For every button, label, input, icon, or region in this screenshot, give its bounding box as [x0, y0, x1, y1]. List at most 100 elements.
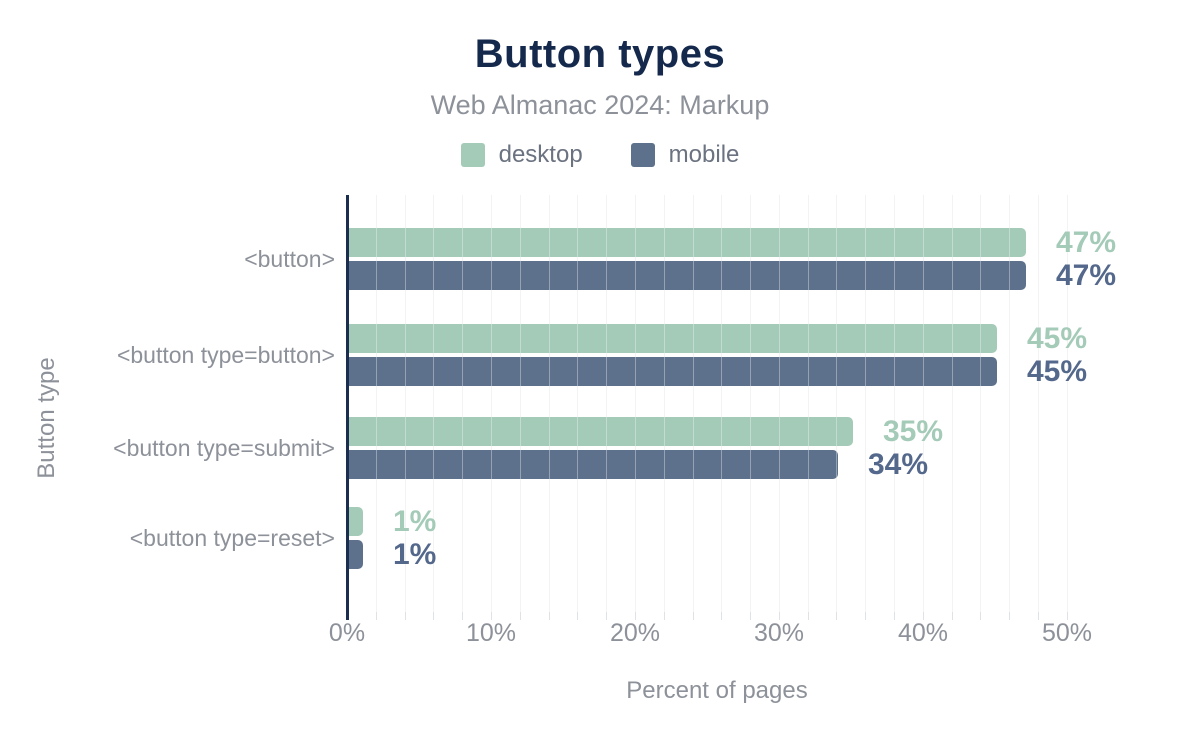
gridline-overlay-line: [836, 195, 837, 612]
legend-label-mobile: mobile: [668, 141, 740, 168]
gridline: [721, 195, 722, 612]
legend-label-desktop: desktop: [498, 141, 583, 168]
bar-desktop: [349, 417, 853, 446]
x-axis-tick-label: 20%: [609, 619, 661, 647]
category-label: <button type=reset>: [129, 525, 335, 551]
gridline: [1038, 195, 1039, 612]
gridline-overlay-line: [693, 195, 694, 612]
gridline: [549, 195, 550, 612]
x-axis-tick: [664, 612, 665, 620]
x-axis-tick: [894, 612, 895, 620]
gridline: [491, 195, 492, 612]
gridline-overlay-line: [433, 195, 434, 612]
gridline: [1009, 195, 1010, 612]
gridline: [433, 195, 434, 612]
x-axis-tick: [693, 612, 694, 620]
gridline-overlay-line: [894, 195, 895, 612]
legend: desktop mobile: [0, 141, 1200, 169]
legend-swatch-mobile-icon: [630, 143, 655, 167]
value-label-desktop: 47%: [1056, 226, 1117, 259]
gridline: [923, 195, 924, 612]
value-label-mobile: 34%: [868, 448, 929, 481]
gridline: [865, 195, 866, 612]
gridline-overlay-line: [1067, 195, 1068, 612]
y-axis-line: [346, 195, 349, 620]
legend-swatch-desktop-icon: [460, 143, 485, 167]
category-label: <button type=button>: [116, 342, 335, 368]
x-axis-tick: [577, 612, 578, 620]
gridline: [836, 195, 837, 612]
bar-desktop: [349, 324, 997, 353]
gridline-overlay-line: [779, 195, 780, 612]
gridline: [462, 195, 463, 612]
gridline-overlay-line: [952, 195, 953, 612]
gridline-overlay-line: [664, 195, 665, 612]
bar-mobile: [349, 450, 838, 479]
x-axis-tick: [549, 612, 550, 620]
value-label-mobile: 1%: [393, 538, 437, 571]
x-axis-tick: [462, 612, 463, 620]
gridline-overlay-line: [980, 195, 981, 612]
x-axis-tick-label: 30%: [753, 619, 805, 647]
gridline-overlay-line: [376, 195, 377, 612]
chart-subtitle: Web Almanac 2024: Markup: [430, 90, 770, 120]
x-axis-tick: [491, 612, 492, 620]
bar-mobile: [349, 261, 1026, 290]
gridline-overlay-line: [721, 195, 722, 612]
gridline: [405, 195, 406, 612]
x-axis-tick: [836, 612, 837, 620]
value-label-mobile: 45%: [1027, 355, 1088, 388]
category-label: <button type=submit>: [113, 435, 335, 461]
x-axis-tick: [980, 612, 981, 620]
bar-mobile: [349, 357, 997, 386]
x-axis-tick: [405, 612, 406, 620]
x-axis-title: Percent of pages: [626, 677, 808, 704]
x-axis-tick: [865, 612, 866, 620]
gridline: [376, 195, 377, 612]
bar-desktop: [349, 507, 363, 536]
legend-item-mobile: mobile: [630, 141, 740, 169]
bar-desktop: [349, 228, 1026, 257]
x-axis-tick: [606, 612, 607, 620]
x-axis-tick: [721, 612, 722, 620]
x-axis-tick: [952, 612, 953, 620]
gridline-overlay-line: [808, 195, 809, 612]
gridline-overlay-line: [549, 195, 550, 612]
value-label-desktop: 45%: [1027, 322, 1088, 355]
gridline-overlay-line: [865, 195, 866, 612]
x-axis-tick-label: 40%: [897, 619, 949, 647]
gridline-overlay-line: [1009, 195, 1010, 612]
x-axis-tick: [635, 612, 636, 620]
x-axis-tick-label: 50%: [1041, 619, 1093, 647]
gridline: [664, 195, 665, 612]
x-axis-tick: [376, 612, 377, 620]
gridline-overlay-line: [606, 195, 607, 612]
bar-mobile: [349, 540, 363, 569]
gridline-overlay-line: [577, 195, 578, 612]
gridline-overlay-line: [750, 195, 751, 612]
gridline-overlay-line: [635, 195, 636, 612]
x-axis-tick: [923, 612, 924, 620]
x-axis-tick: [433, 612, 434, 620]
gridline-overlay-line: [405, 195, 406, 612]
x-axis-tick-label: 0%: [328, 619, 366, 647]
x-axis-tick: [1038, 612, 1039, 620]
x-axis-tick: [1067, 612, 1068, 620]
gridline: [577, 195, 578, 612]
x-axis-tick: [1009, 612, 1010, 620]
gridline: [635, 195, 636, 612]
x-axis-tick: [750, 612, 751, 620]
x-axis-tick: [779, 612, 780, 620]
gridline-overlay-line: [1038, 195, 1039, 612]
gridline-overlay-line: [462, 195, 463, 612]
gridline-overlay-line: [923, 195, 924, 612]
gridline-overlay-line: [491, 195, 492, 612]
value-label-mobile: 47%: [1056, 259, 1117, 292]
x-axis-tick: [520, 612, 521, 620]
gridline: [1067, 195, 1068, 612]
gridline: [952, 195, 953, 612]
gridline: [750, 195, 751, 612]
gridline: [894, 195, 895, 612]
gridline: [779, 195, 780, 612]
